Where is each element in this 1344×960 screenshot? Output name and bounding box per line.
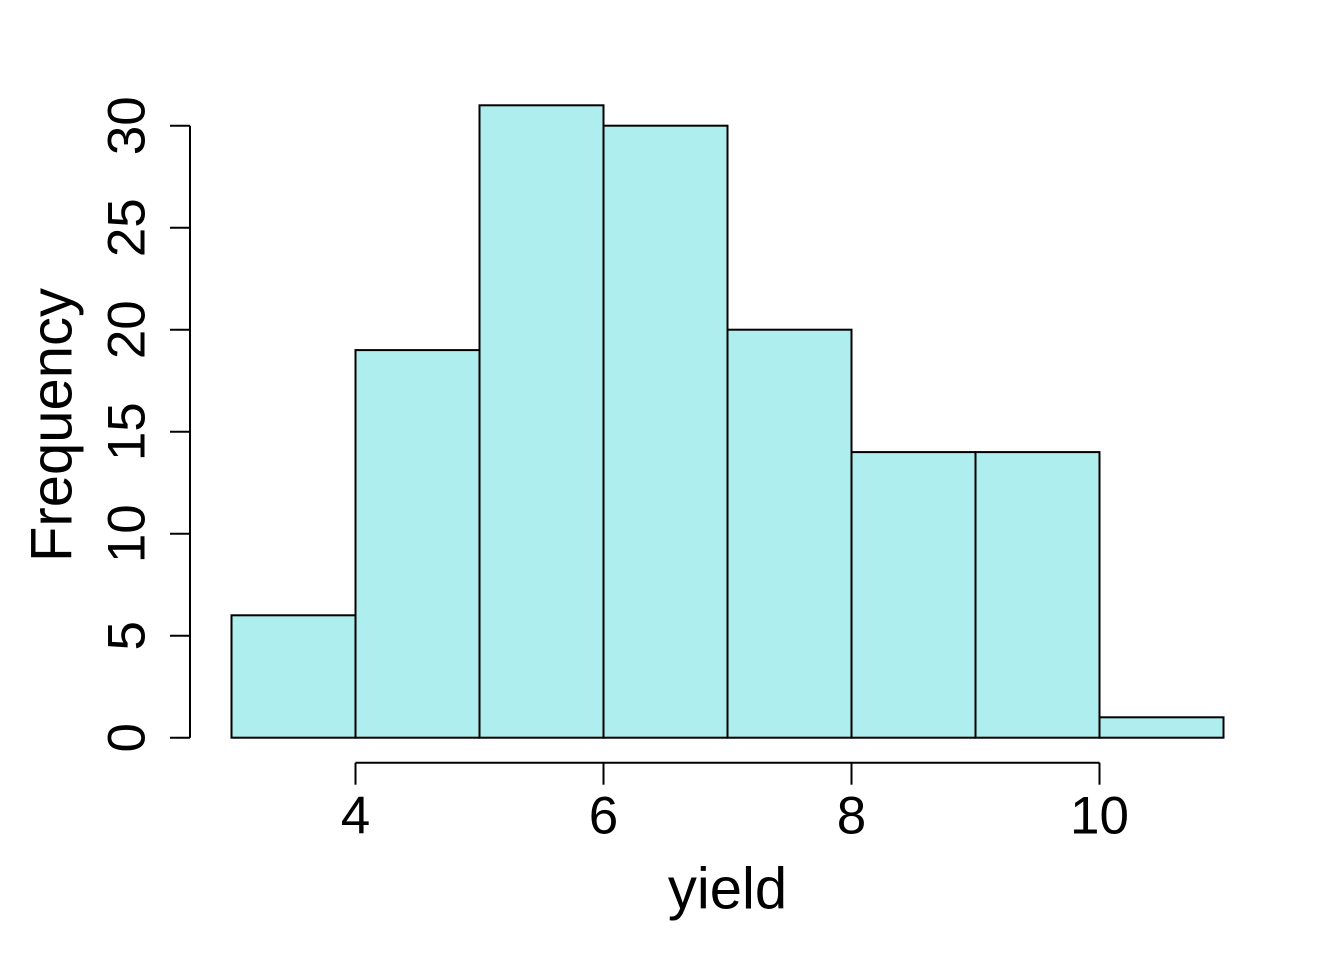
histogram-bar [478,104,605,739]
x-axis-title: yield [668,857,787,922]
y-axis-title: Frequency [20,288,85,562]
y-tick-label: 20 [98,300,157,359]
y-tick-label: 5 [98,621,157,650]
bars-layer [230,104,1225,739]
x-tick-label: 10 [1070,787,1129,846]
x-tick-label: 8 [837,787,866,846]
x-tick-label: 4 [341,787,370,846]
y-tick-label: 15 [98,402,157,461]
histogram-bar [726,328,853,739]
histogram-bar [1098,716,1225,739]
y-tick-label: 25 [98,198,157,257]
axes-layer: 0 5 10 15 20 25 30 4 6 8 10 [98,96,1129,845]
y-tick-label: 30 [98,96,157,155]
histogram-bar [602,124,729,739]
histogram-bar [850,451,977,739]
histogram-bar [230,614,357,739]
y-tick-label: 0 [98,723,157,752]
y-tick-label: 10 [98,504,157,563]
histogram-bar [354,349,481,739]
histogram-bar [974,451,1101,739]
x-tick-label: 6 [589,787,618,846]
